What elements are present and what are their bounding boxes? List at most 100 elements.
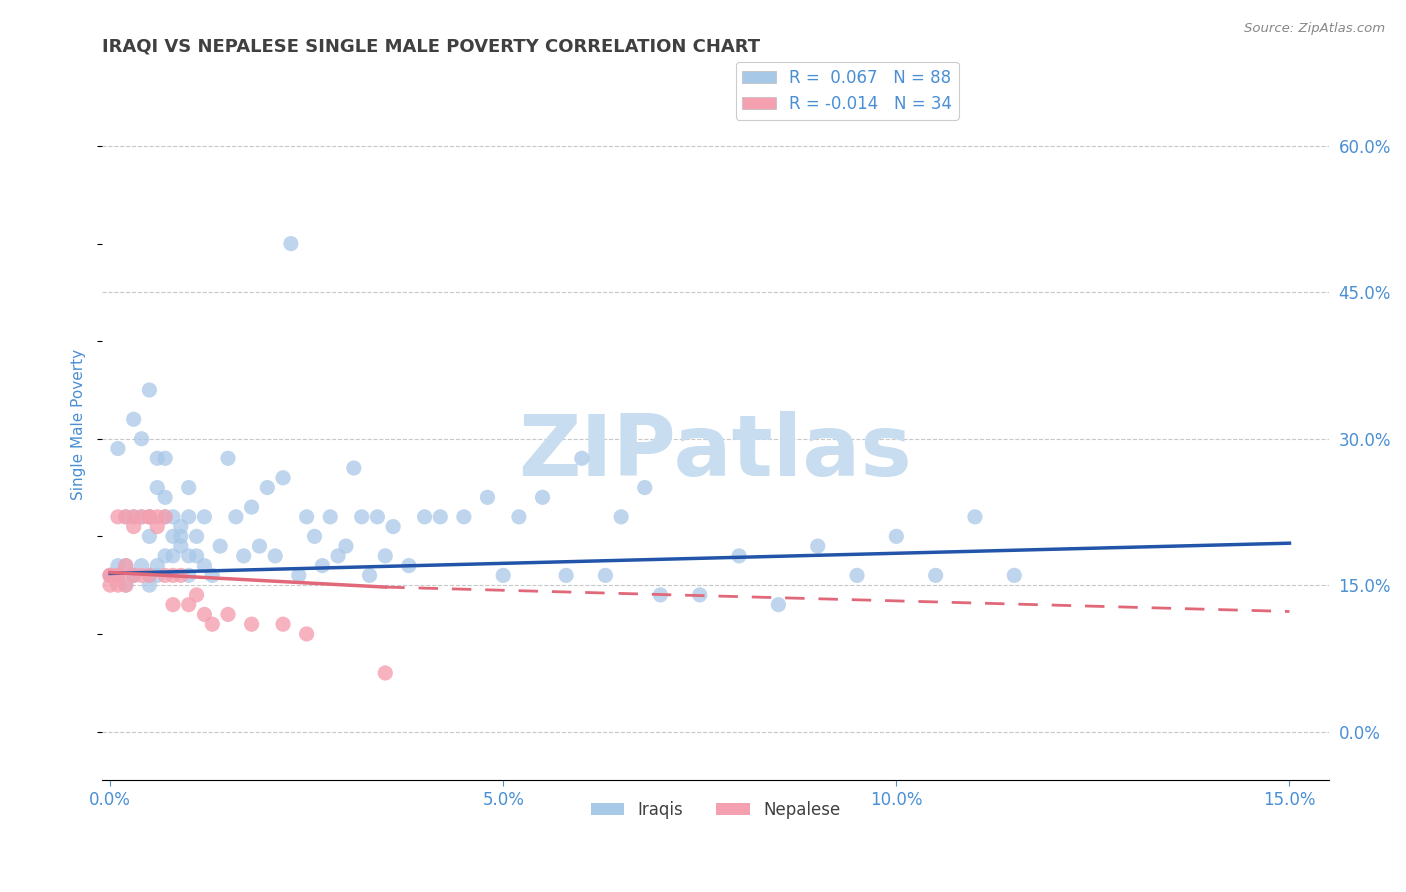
Point xyxy=(131,509,153,524)
Point xyxy=(153,491,176,505)
Point xyxy=(807,539,830,553)
Point xyxy=(232,549,254,563)
Point xyxy=(146,451,169,466)
Point xyxy=(335,539,357,553)
Point xyxy=(963,509,986,524)
Point xyxy=(170,519,193,533)
Point xyxy=(295,627,318,641)
Point xyxy=(508,509,530,524)
Point xyxy=(886,529,908,543)
Point xyxy=(138,383,160,397)
Point xyxy=(240,617,263,632)
Point xyxy=(170,568,193,582)
Point xyxy=(138,509,160,524)
Point xyxy=(170,529,193,543)
Point xyxy=(186,529,208,543)
Point xyxy=(162,509,184,524)
Point xyxy=(768,598,790,612)
Point xyxy=(217,451,239,466)
Point xyxy=(413,509,436,524)
Point xyxy=(193,607,215,622)
Point xyxy=(319,509,342,524)
Point xyxy=(177,598,200,612)
Point xyxy=(131,432,153,446)
Point xyxy=(98,568,121,582)
Point xyxy=(595,568,617,582)
Point xyxy=(107,442,129,456)
Point xyxy=(366,509,388,524)
Point xyxy=(571,451,593,466)
Y-axis label: Single Male Poverty: Single Male Poverty xyxy=(72,349,86,500)
Point xyxy=(153,451,176,466)
Point xyxy=(429,509,451,524)
Point xyxy=(177,509,200,524)
Point xyxy=(114,578,136,592)
Point xyxy=(138,568,160,582)
Point xyxy=(689,588,711,602)
Point xyxy=(138,509,160,524)
Point xyxy=(122,509,145,524)
Point xyxy=(186,588,208,602)
Point xyxy=(359,568,381,582)
Point xyxy=(477,491,499,505)
Point xyxy=(114,509,136,524)
Point xyxy=(256,481,278,495)
Point xyxy=(288,568,311,582)
Point xyxy=(131,509,153,524)
Point xyxy=(107,509,129,524)
Point xyxy=(264,549,287,563)
Point xyxy=(153,568,176,582)
Point xyxy=(280,236,302,251)
Point xyxy=(146,481,169,495)
Point xyxy=(728,549,751,563)
Point xyxy=(201,617,224,632)
Point xyxy=(162,568,184,582)
Point xyxy=(295,509,318,524)
Point xyxy=(107,568,129,582)
Point xyxy=(122,412,145,426)
Point xyxy=(531,491,554,505)
Point xyxy=(492,568,515,582)
Text: ZIPatlas: ZIPatlas xyxy=(519,411,912,494)
Point xyxy=(122,568,145,582)
Point xyxy=(350,509,373,524)
Point xyxy=(249,539,271,553)
Point xyxy=(107,578,129,592)
Point xyxy=(131,568,153,582)
Point xyxy=(453,509,475,524)
Point xyxy=(162,598,184,612)
Point xyxy=(374,665,396,680)
Legend: Iraqis, Nepalese: Iraqis, Nepalese xyxy=(583,794,846,825)
Point xyxy=(153,509,176,524)
Point xyxy=(201,568,224,582)
Point xyxy=(114,558,136,573)
Point xyxy=(114,578,136,592)
Point xyxy=(240,500,263,514)
Point xyxy=(98,578,121,592)
Point xyxy=(271,617,294,632)
Point xyxy=(177,568,200,582)
Point xyxy=(146,558,169,573)
Point xyxy=(193,558,215,573)
Point xyxy=(162,549,184,563)
Point xyxy=(107,558,129,573)
Point xyxy=(146,519,169,533)
Point xyxy=(326,549,349,563)
Point xyxy=(304,529,326,543)
Point xyxy=(153,549,176,563)
Point xyxy=(1002,568,1025,582)
Point xyxy=(131,558,153,573)
Point xyxy=(186,549,208,563)
Point xyxy=(924,568,946,582)
Point xyxy=(162,529,184,543)
Point xyxy=(177,481,200,495)
Point xyxy=(122,568,145,582)
Point xyxy=(374,549,396,563)
Point xyxy=(107,568,129,582)
Point xyxy=(98,568,121,582)
Point xyxy=(271,471,294,485)
Point xyxy=(398,558,420,573)
Point xyxy=(138,509,160,524)
Point xyxy=(343,461,366,475)
Point xyxy=(114,509,136,524)
